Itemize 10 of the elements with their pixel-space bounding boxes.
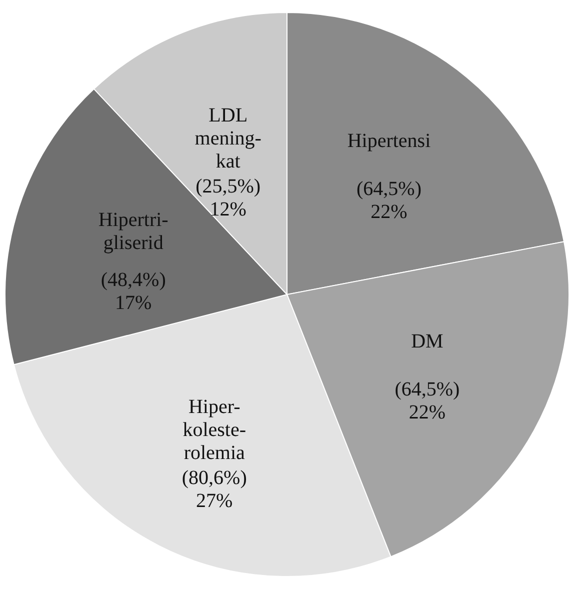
slice-label: DM xyxy=(411,330,444,353)
slice-label: Hipertensi xyxy=(347,130,432,152)
slice-label: Hiper- koleste- rolemia xyxy=(182,396,246,464)
data-label: (64,5%) 22% xyxy=(356,178,422,224)
slice-label: Hipertri- gliserid xyxy=(98,208,168,254)
data-label: (64,5%) 22% xyxy=(394,378,460,424)
data-label: (80,6%) 27% xyxy=(182,467,247,512)
data-label: (48,4%) 17% xyxy=(100,268,166,314)
slice-label: LDL mening- kat xyxy=(194,104,262,173)
data-label: (25,5%) 12% xyxy=(196,176,261,221)
